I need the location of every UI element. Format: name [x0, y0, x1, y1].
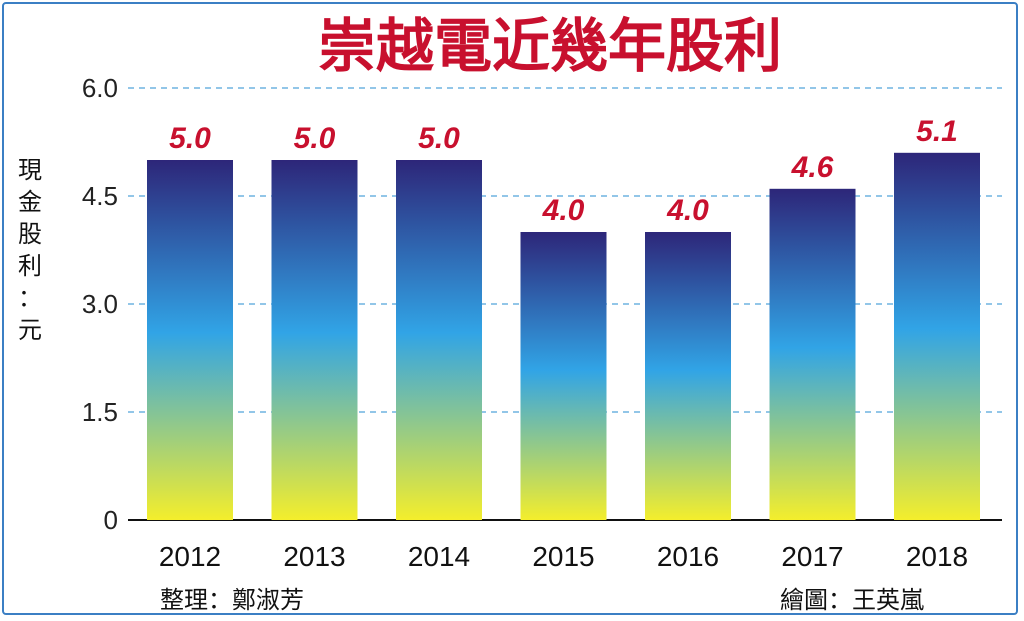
y-axis-label-char: 元 [18, 316, 42, 344]
x-tick-label-2014: 2014 [408, 541, 470, 572]
x-tick-label-2018: 2018 [906, 541, 968, 572]
y-tick-label: 4.5 [82, 181, 118, 211]
value-label-2017: 4.6 [791, 151, 834, 184]
value-label-2018: 5.1 [916, 115, 958, 148]
value-label-2013: 5.0 [294, 122, 336, 155]
credit-right: 繪圖：王英嵐 [780, 586, 924, 614]
x-tick-label-2013: 2013 [283, 541, 345, 572]
chart-frame [2, 2, 1018, 615]
y-tick-label: 0 [104, 505, 118, 535]
bar-2013 [271, 160, 358, 520]
credit-left: 整理：鄭淑芳 [160, 586, 304, 614]
x-tick-label-2017: 2017 [781, 541, 843, 572]
value-label-2014: 5.0 [418, 122, 460, 155]
x-tick-label-2012: 2012 [159, 541, 221, 572]
x-tick-label-2015: 2015 [532, 541, 594, 572]
y-axis-label-char: ： [18, 284, 42, 312]
bar-2016 [645, 232, 731, 520]
y-axis-label-char: 現 [18, 156, 42, 184]
chart-title: 崇越電近幾年股利 [318, 12, 782, 80]
x-tick-label-2016: 2016 [657, 541, 719, 572]
bar-2012 [147, 160, 233, 520]
value-label-2015: 4.0 [542, 194, 585, 227]
value-label-2016: 4.0 [666, 194, 709, 227]
y-tick-label: 1.5 [82, 397, 118, 427]
bar-2017 [769, 188, 856, 521]
bar-2018 [894, 152, 980, 521]
y-tick-label: 3.0 [82, 289, 118, 319]
y-axis-label-char: 金 [18, 188, 42, 216]
y-tick-label: 6.0 [82, 73, 118, 103]
bar-2015 [520, 232, 607, 520]
bar-2014 [396, 160, 482, 520]
value-label-2012: 5.0 [169, 122, 211, 155]
y-axis-label-char: 利 [18, 252, 42, 280]
y-axis-label-char: 股 [18, 220, 42, 248]
